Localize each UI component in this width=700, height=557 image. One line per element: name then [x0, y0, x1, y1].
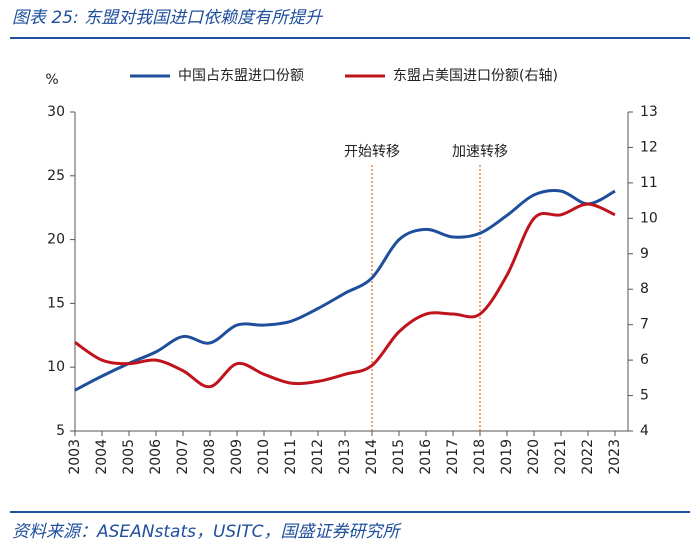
x-tick-label: 2012 — [310, 439, 326, 475]
legend-label: 中国占东盟进口份额 — [178, 68, 304, 84]
x-tick-label: 2007 — [175, 439, 191, 475]
y-tick-label: 10 — [47, 359, 65, 375]
x-tick-label: 2005 — [121, 439, 137, 475]
x-tick-label: 2011 — [283, 439, 299, 475]
y2-tick-label: 7 — [640, 317, 649, 333]
y2-tick-label: 9 — [640, 246, 649, 262]
x-tick-label: 2018 — [472, 439, 488, 475]
x-tick-label: 2023 — [607, 439, 623, 475]
y2-tick-label: 6 — [640, 352, 649, 368]
y-tick-label: 15 — [47, 295, 65, 311]
x-tick-label: 2014 — [364, 439, 380, 475]
x-tick-label: 2003 — [67, 439, 83, 475]
y2-tick-label: 12 — [640, 139, 658, 155]
y2-tick-label: 13 — [640, 104, 658, 120]
y2-tick-label: 11 — [640, 175, 658, 191]
x-tick-label: 2015 — [391, 439, 407, 475]
chart-title: 图表 25: 东盟对我国进口依赖度有所提升 — [12, 8, 324, 28]
y-tick-label: 25 — [47, 168, 65, 184]
x-tick-label: 2017 — [445, 439, 461, 475]
series-line — [74, 189, 616, 392]
x-tick-label: 2022 — [580, 439, 596, 475]
x-tick-label: 2021 — [553, 439, 569, 475]
x-tick-label: 2008 — [202, 439, 218, 475]
y-tick-label: 5 — [56, 423, 65, 439]
x-tick-label: 2004 — [94, 439, 110, 475]
legend-label: 东盟占美国进口份额(右轴) — [393, 68, 558, 84]
annotation: 加速转移 — [452, 144, 508, 160]
source: 资料来源：ASEANstats，USITC，国盛证券研究所 — [12, 522, 402, 542]
x-tick-label: 2010 — [256, 439, 272, 475]
x-tick-label: 2016 — [418, 439, 434, 475]
annotation: 开始转移 — [344, 144, 400, 160]
y2-tick-label: 10 — [640, 210, 658, 226]
x-tick-label: 2020 — [526, 439, 542, 475]
series-line — [74, 202, 616, 389]
y-tick-label: 30 — [47, 104, 65, 120]
x-tick-label: 2013 — [337, 439, 353, 475]
x-tick-label: 2009 — [229, 439, 245, 475]
y2-tick-label: 5 — [640, 388, 649, 404]
y-tick-label: 20 — [47, 232, 65, 248]
x-tick-label: 2019 — [499, 439, 515, 475]
y2-tick-label: 8 — [640, 281, 649, 297]
y2-tick-label: 4 — [640, 423, 649, 439]
y-axis-label: % — [45, 72, 58, 88]
x-tick-label: 2006 — [148, 439, 164, 475]
